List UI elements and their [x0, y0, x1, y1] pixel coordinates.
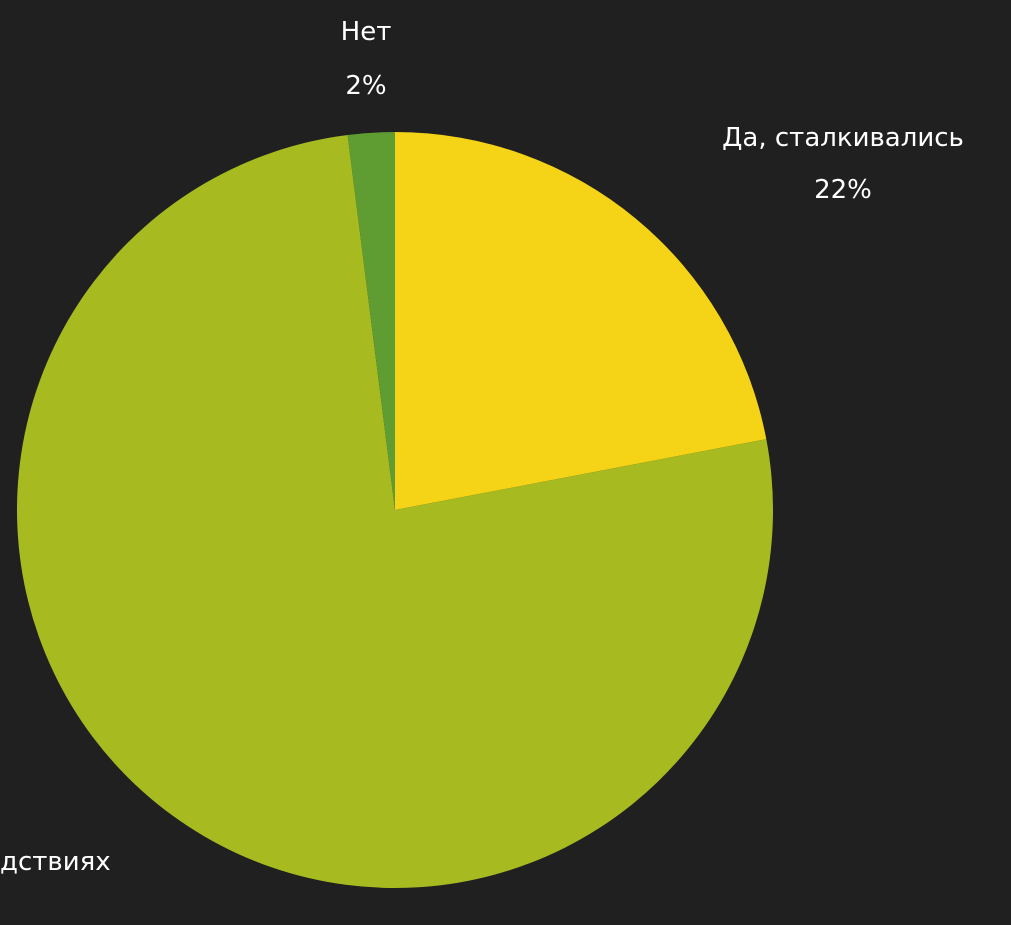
slice-label-3: Нет [341, 17, 392, 47]
slice-label-1: Да, сталкивались [722, 123, 964, 153]
slice-label-2: дствиях [0, 847, 111, 877]
pie-slice-2 [16, 134, 773, 888]
pie-slice-1 [395, 132, 767, 510]
slices-layer [16, 132, 773, 888]
labels-layer: Да, сталкивались 22% дствиях Нет 2% [0, 17, 964, 877]
slice-value-label-3: 2% [345, 71, 386, 101]
slice-value-label-1: 22% [814, 175, 872, 205]
pie-slice-3 [347, 132, 395, 510]
